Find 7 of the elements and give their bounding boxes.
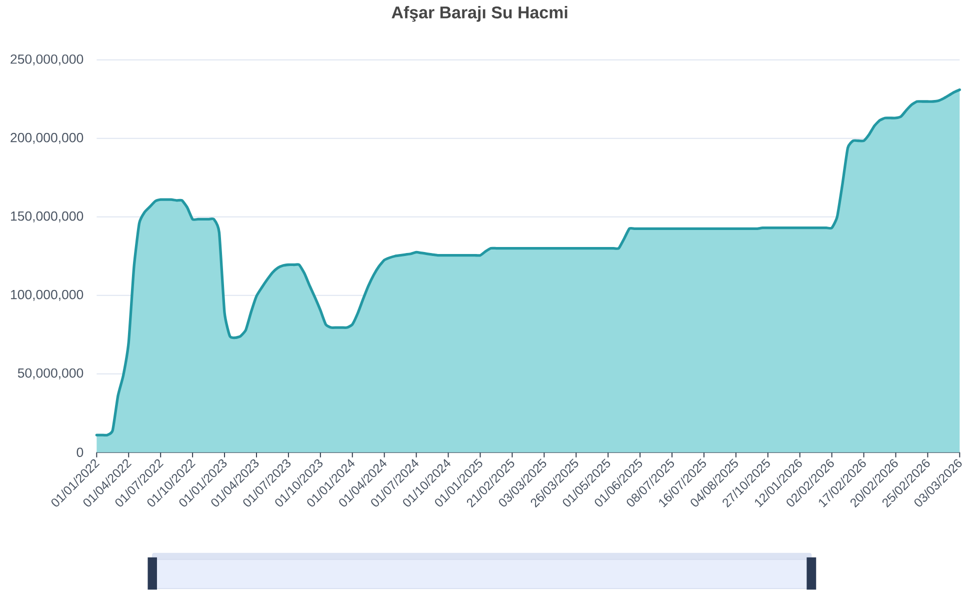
y-tick-label: 50,000,000 — [18, 368, 84, 380]
y-tick-label: 0 — [76, 448, 84, 457]
chart-title: Afşar Barajı Su Hacmi — [392, 6, 568, 22]
y-tick-label: 150,000,000 — [11, 211, 84, 222]
y-tick-label: 250,000,000 — [10, 54, 84, 66]
y-tick-label: 200,000,000 — [10, 132, 84, 144]
y-tick-label: 100,000,000 — [11, 290, 84, 301]
